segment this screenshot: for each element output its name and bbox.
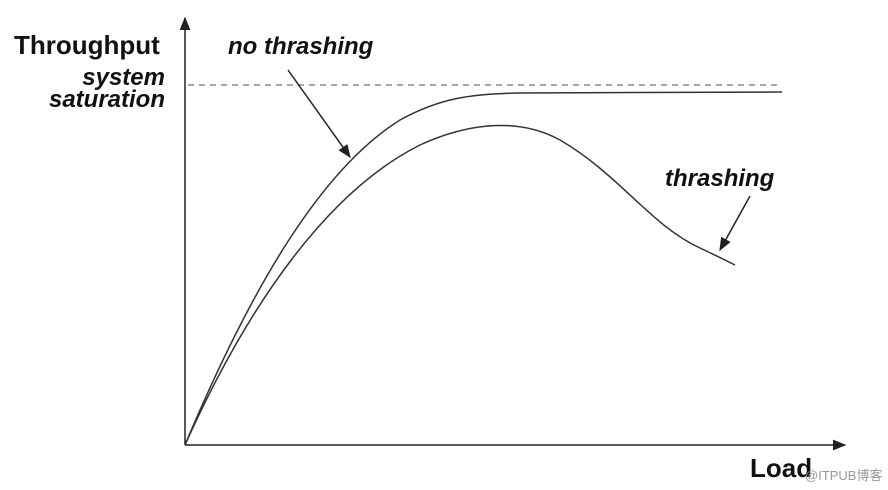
curve-label: no thrashing [228,33,374,60]
saturation-label: saturation [49,86,165,113]
thrashing-curve [184,124,736,446]
saturation-label: system [82,64,165,91]
watermark: @ITPUB博客 [805,468,882,483]
x-axis-label: Load [750,453,812,483]
pointer-arrow [287,69,351,159]
no-thrashing-curve [184,91,783,446]
y-axis-label: Throughput [14,30,160,60]
pointer-arrow [719,195,751,252]
curve-label: thrashing [665,165,775,192]
